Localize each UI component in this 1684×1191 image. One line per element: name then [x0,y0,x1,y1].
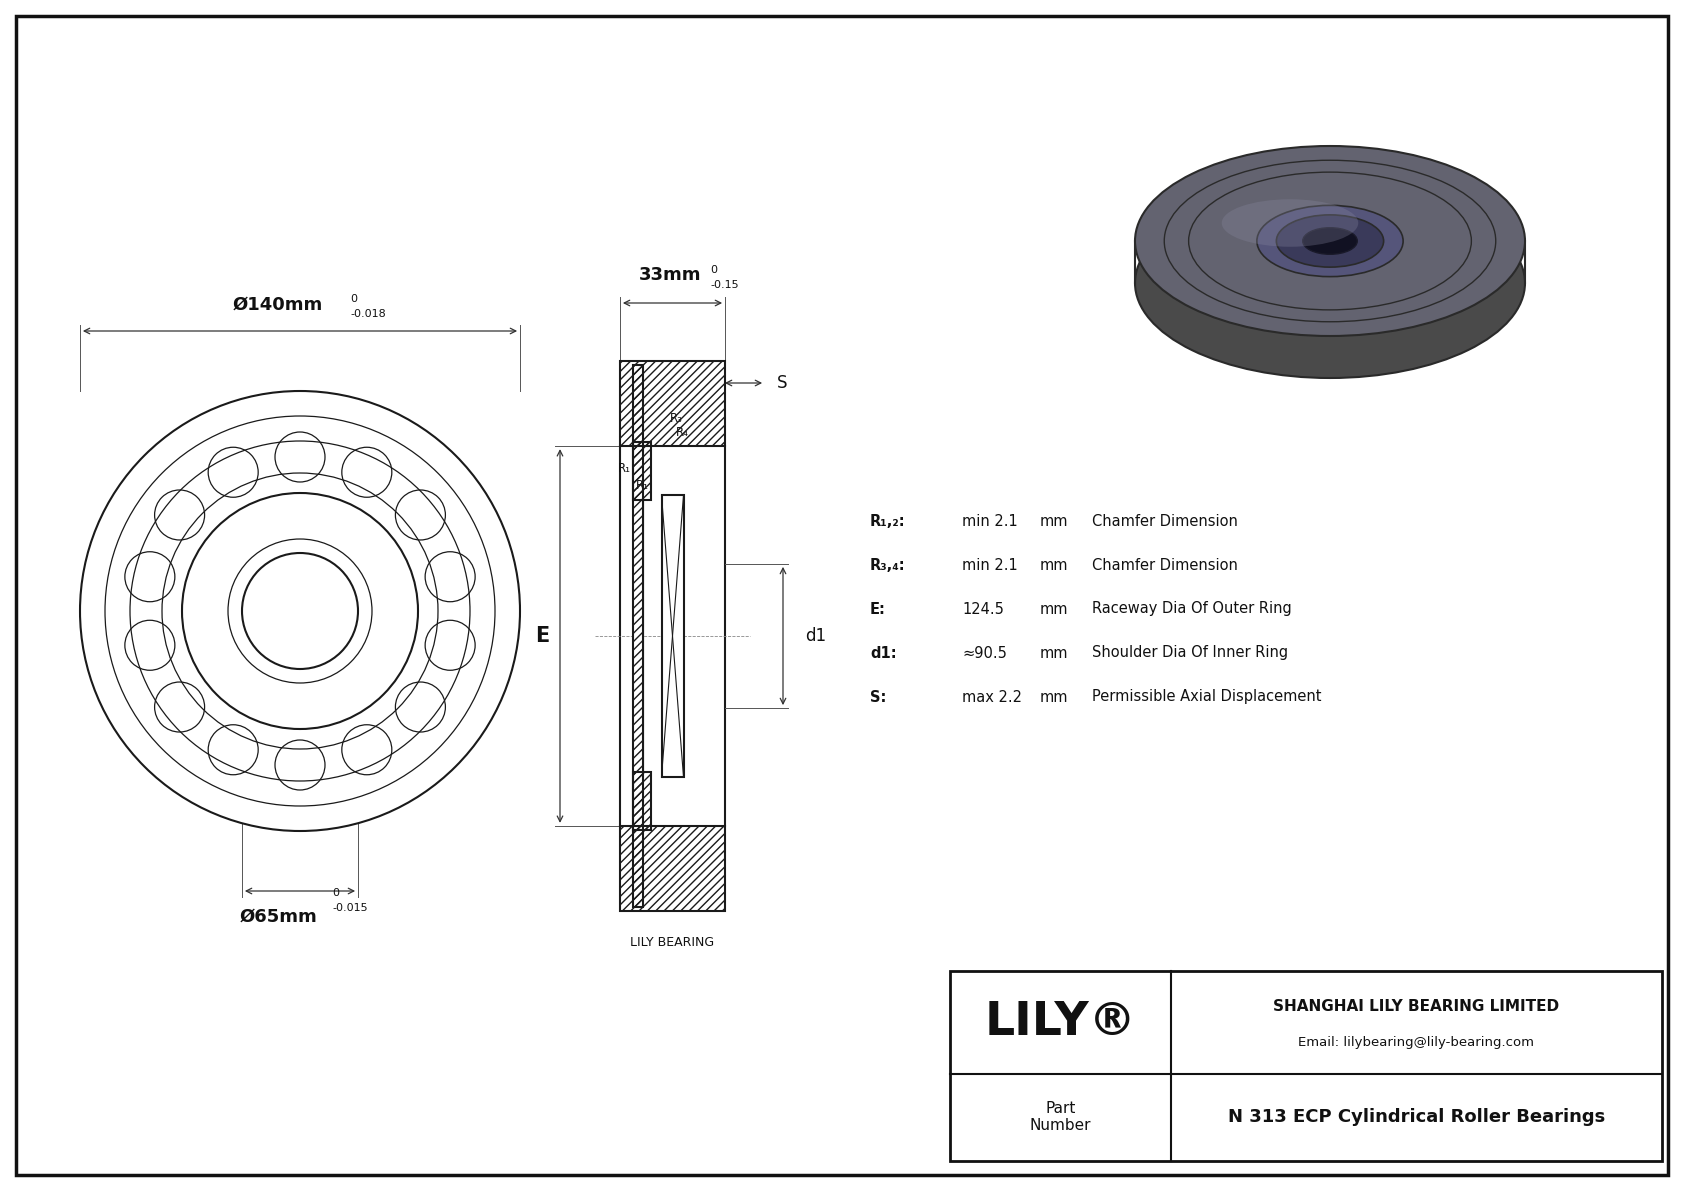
Text: S: S [776,374,788,392]
Text: Email: lilybearing@lily-bearing.com: Email: lilybearing@lily-bearing.com [1298,1036,1534,1049]
Text: Ø140mm: Ø140mm [232,297,323,314]
Ellipse shape [1276,214,1384,267]
Bar [620,825,726,911]
Text: Chamfer Dimension: Chamfer Dimension [1091,513,1238,529]
Bar [633,442,652,500]
Text: ≈90.5: ≈90.5 [962,646,1007,661]
Text: mm: mm [1041,690,1069,705]
Text: d1: d1 [805,626,827,646]
Text: -0.018: -0.018 [350,308,386,319]
Text: d1:: d1: [871,646,896,661]
Text: min 2.1: min 2.1 [962,557,1017,573]
Text: R₁,₂:: R₁,₂: [871,513,906,529]
Text: SHANGHAI LILY BEARING LIMITED: SHANGHAI LILY BEARING LIMITED [1273,999,1559,1015]
Text: max 2.2: max 2.2 [962,690,1022,705]
Ellipse shape [1223,199,1359,247]
Bar [620,825,726,911]
Bar [950,971,1662,1161]
Bar [620,361,726,447]
Ellipse shape [1135,146,1526,336]
Text: R₃,₄:: R₃,₄: [871,557,906,573]
Text: Part
Number: Part Number [1029,1102,1091,1134]
Text: mm: mm [1041,646,1069,661]
Text: Raceway Dia Of Outer Ring: Raceway Dia Of Outer Ring [1091,601,1292,617]
Text: N 313 ECP Cylindrical Roller Bearings: N 313 ECP Cylindrical Roller Bearings [1228,1109,1605,1127]
Text: 0: 0 [711,266,717,275]
Text: Chamfer Dimension: Chamfer Dimension [1091,557,1238,573]
Text: 33mm: 33mm [640,266,702,283]
Text: Ø65mm: Ø65mm [239,908,317,925]
Bar [633,772,652,830]
Text: S:: S: [871,690,886,705]
Text: E: E [536,626,549,646]
Bar [620,361,726,447]
Text: -0.015: -0.015 [332,903,367,913]
Ellipse shape [1256,205,1403,276]
Text: Shoulder Dia Of Inner Ring: Shoulder Dia Of Inner Ring [1091,646,1288,661]
Text: LILY BEARING: LILY BEARING [630,936,714,949]
Text: 0: 0 [350,294,357,304]
Text: E:: E: [871,601,886,617]
Bar [633,772,652,830]
Ellipse shape [1135,188,1526,378]
Text: R₁: R₁ [618,462,632,475]
Bar [633,364,643,908]
Text: R₄: R₄ [675,425,689,438]
Ellipse shape [1303,227,1357,255]
Text: R₁: R₁ [637,479,648,492]
Text: min 2.1: min 2.1 [962,513,1017,529]
Text: 124.5: 124.5 [962,601,1004,617]
Bar [633,442,652,500]
Text: -0.15: -0.15 [711,280,739,289]
Text: R₃: R₃ [670,412,682,425]
Text: LILY®: LILY® [985,999,1137,1045]
Text: Permissible Axial Displacement: Permissible Axial Displacement [1091,690,1322,705]
Bar [633,364,643,908]
Bar [662,495,684,777]
Text: mm: mm [1041,601,1069,617]
Text: mm: mm [1041,557,1069,573]
Text: 0: 0 [332,888,338,898]
Text: mm: mm [1041,513,1069,529]
